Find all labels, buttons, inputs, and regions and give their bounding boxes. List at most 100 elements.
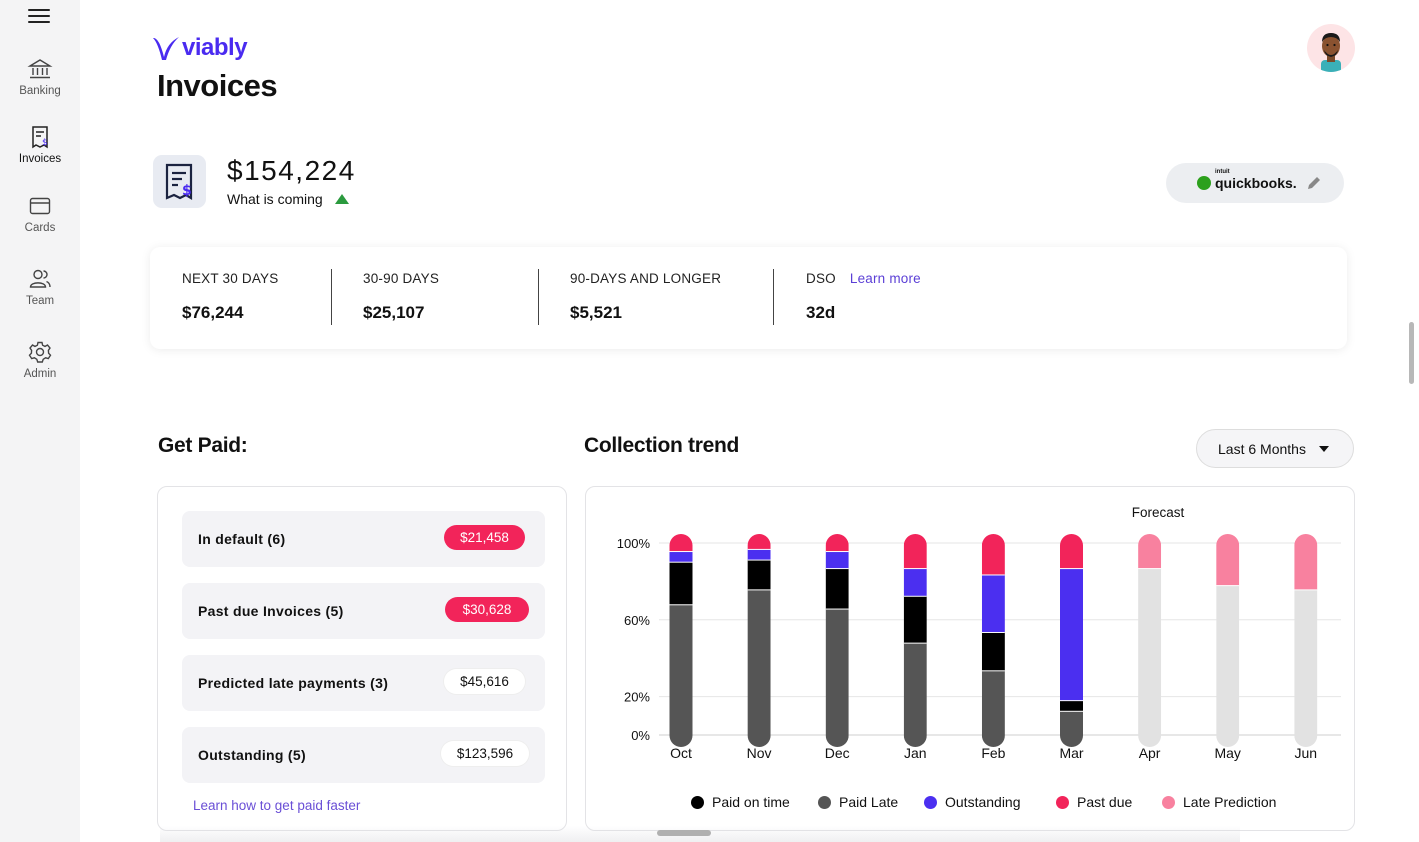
bar-segment-outstanding xyxy=(825,551,849,569)
quickbooks-logo-icon xyxy=(1197,176,1211,190)
bar-segment-separator xyxy=(747,588,771,591)
x-tick-label: Jun xyxy=(1295,745,1318,761)
stat-label: NEXT 30 DAYS xyxy=(182,271,279,286)
viably-logo-icon xyxy=(153,37,179,60)
bar-stack-oct xyxy=(669,534,693,747)
get-paid-row-outstanding[interactable]: Outstanding (5) $123,596 xyxy=(182,727,545,783)
legend-label: Paid Late xyxy=(839,794,899,810)
y-tick-label: 20% xyxy=(624,690,650,705)
x-tick-label: Dec xyxy=(825,745,850,761)
legend-dot xyxy=(691,795,704,809)
caret-down-icon xyxy=(1319,446,1329,452)
sidebar-item-label: Cards xyxy=(24,222,56,234)
bar-segment-late-prediction xyxy=(1294,534,1318,590)
sidebar-item-invoices[interactable]: $ Invoices xyxy=(0,124,80,165)
collection-trend-title: Collection trend xyxy=(584,434,740,457)
bar-stack-nov xyxy=(747,534,771,747)
hamburger-menu-icon[interactable] xyxy=(28,6,52,26)
bar-segment-past-due xyxy=(981,534,1005,575)
sidebar-item-label: Admin xyxy=(23,368,57,380)
bank-icon xyxy=(27,59,53,79)
bar-stack-jan xyxy=(903,534,927,747)
bar-segment-paid-late xyxy=(903,642,927,747)
bar-stack-may xyxy=(1216,534,1240,747)
get-paid-row-label: Outstanding (5) xyxy=(198,747,306,763)
legend-past-due: Past due xyxy=(1056,794,1132,810)
amount-badge: $30,628 xyxy=(445,597,529,622)
forecast-label: Forecast xyxy=(1132,505,1185,520)
time-range-select[interactable]: Last 6 Months xyxy=(1196,429,1354,468)
stat-value: 32d xyxy=(806,303,836,322)
y-tick-label: 100% xyxy=(617,536,651,551)
bar-segment-past-due xyxy=(903,534,927,569)
dso-label: DSO xyxy=(806,271,836,286)
legend-paid-on-time: Paid on time xyxy=(691,794,790,810)
get-paid-faster-link[interactable]: Learn how to get paid faster xyxy=(193,798,361,813)
sidebar-item-cards[interactable]: Cards xyxy=(0,193,80,234)
bar-segment-separator xyxy=(903,567,927,570)
sidebar-item-label: Invoices xyxy=(18,153,62,165)
quickbooks-integration-button[interactable]: intuit quickbooks. xyxy=(1166,163,1344,203)
stat-value: $5,521 xyxy=(570,303,622,322)
sidebar-item-banking[interactable]: Banking xyxy=(0,56,80,97)
bar-stack-apr xyxy=(1138,534,1162,747)
avatar-illustration xyxy=(1321,33,1341,72)
bar-segment-paid-on-time xyxy=(1060,700,1083,711)
dso-learn-more-link[interactable]: Learn more xyxy=(849,271,921,286)
total-expected-amount: $154,224 xyxy=(227,155,356,186)
bar-segment-paid-on-time xyxy=(903,595,927,643)
sidebar-item-label: Team xyxy=(25,295,55,307)
get-paid-row-predicted-late[interactable]: Predicted late payments (3) $45,616 xyxy=(182,655,545,711)
get-paid-row-past-due[interactable]: Past due Invoices (5) $30,628 xyxy=(182,583,545,639)
get-paid-row-label: Predicted late payments (3) xyxy=(198,675,389,691)
invoice-icon: $ xyxy=(32,126,48,149)
legend-paid-late: Paid Late xyxy=(818,794,898,810)
receivables-stats-card: NEXT 30 DAYS $76,244 30-90 DAYS $25,107 … xyxy=(150,247,1347,349)
legend-dot xyxy=(818,795,831,809)
stat-label: 90-DAYS AND LONGER xyxy=(570,271,722,286)
amount-badge: $123,596 xyxy=(441,741,529,766)
pencil-icon[interactable] xyxy=(1306,175,1322,191)
vertical-scrollbar[interactable] xyxy=(1409,322,1414,384)
quickbooks-suffix: . xyxy=(1292,175,1297,191)
collection-trend-card: 100% 60% 20% 0% Forecast Oct Nov Dec Jan Feb Mar Ap… xyxy=(585,486,1355,831)
bar-stack-dec xyxy=(825,534,849,747)
get-paid-card: In default (6) $21,458 Past due Invoices… xyxy=(157,486,567,831)
bar-stack-jun xyxy=(1294,534,1318,747)
bar-segment-separator xyxy=(981,669,1005,672)
stat-value: $25,107 xyxy=(363,303,425,322)
bar-segment-separator xyxy=(1060,567,1083,570)
stat-value: $76,244 xyxy=(182,303,244,322)
legend-label: Past due xyxy=(1077,794,1133,810)
card-icon xyxy=(29,197,51,215)
get-paid-row-in-default[interactable]: In default (6) $21,458 xyxy=(182,511,545,567)
user-avatar[interactable] xyxy=(1307,24,1355,72)
quickbooks-wordmark: intuit quickbooks. xyxy=(1215,169,1297,191)
quickbooks-label: quickbooks xyxy=(1215,175,1293,191)
get-paid-title: Get Paid: xyxy=(158,434,248,457)
bar-segment-paid-late xyxy=(981,670,1005,747)
y-tick-label: 0% xyxy=(631,728,650,743)
bar-segment-paid-on-time xyxy=(981,631,1005,671)
legend-dot xyxy=(1056,795,1069,809)
legend-label: Outstanding xyxy=(945,794,1021,810)
legend-late-prediction: Late Prediction xyxy=(1162,794,1276,810)
legend-dot xyxy=(1162,795,1175,809)
bar-segment-forecast-base xyxy=(1294,589,1318,747)
horizontal-scrollbar[interactable] xyxy=(657,830,711,836)
bar-stack-feb xyxy=(981,534,1005,747)
stat-divider xyxy=(331,269,332,325)
bar-segment-paid-late xyxy=(825,608,849,747)
intuit-label: intuit xyxy=(1215,169,1230,175)
bar-segment-forecast-base xyxy=(1138,568,1162,747)
stat-divider xyxy=(538,269,539,325)
summary-subtitle-text: What is coming xyxy=(227,191,323,207)
app-logo[interactable]: viably xyxy=(152,34,248,62)
y-tick-label: 60% xyxy=(624,613,650,628)
sidebar-item-team[interactable]: Team xyxy=(0,266,80,307)
bar-segment-past-due xyxy=(825,534,849,552)
sidebar-item-admin[interactable]: Admin xyxy=(0,339,80,380)
stat-label: 30-90 DAYS xyxy=(363,271,440,286)
stat-divider xyxy=(773,269,774,325)
bar-segment-paid-late xyxy=(747,589,771,747)
